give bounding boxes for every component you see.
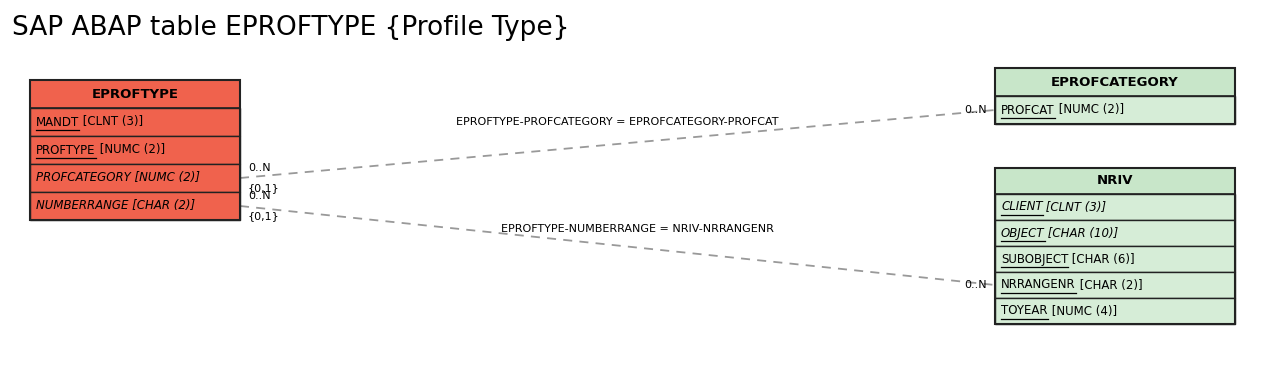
Text: NRIV: NRIV (1097, 174, 1134, 187)
Bar (995, 298, 1235, 324)
Text: [CHAR (10)]: [CHAR (10)] (1044, 227, 1119, 240)
Text: {0,1}: {0,1} (248, 211, 279, 221)
Text: PROFTYPE: PROFTYPE (35, 144, 96, 157)
Bar (30, 192, 240, 220)
Text: NUMBERRANGE [CHAR (2)]: NUMBERRANGE [CHAR (2)] (35, 200, 195, 213)
Text: SUBOBJECT: SUBOBJECT (1001, 253, 1068, 266)
Bar (30, 80, 240, 220)
Text: [NUMC (4)]: [NUMC (4)] (1048, 305, 1116, 318)
Text: 0..N: 0..N (964, 280, 987, 290)
Text: [CHAR (2)]: [CHAR (2)] (1076, 279, 1143, 292)
Text: [NUMC (2)]: [NUMC (2)] (96, 144, 164, 157)
Bar (995, 168, 1235, 194)
Bar (30, 136, 240, 164)
Bar (30, 164, 240, 192)
Text: MANDT: MANDT (35, 115, 80, 128)
Text: PROFCAT: PROFCAT (1001, 104, 1054, 116)
Bar (995, 246, 1235, 272)
Text: 0..N: 0..N (248, 163, 270, 173)
Bar (995, 68, 1235, 124)
Text: EPROFTYPE-NUMBERRANGE = NRIV-NRRANGENR: EPROFTYPE-NUMBERRANGE = NRIV-NRRANGENR (501, 224, 774, 234)
Text: EPROFTYPE-PROFCATEGORY = EPROFCATEGORY-PROFCAT: EPROFTYPE-PROFCATEGORY = EPROFCATEGORY-P… (456, 117, 779, 127)
Text: OBJECT: OBJECT (1001, 227, 1044, 240)
Text: 0..N: 0..N (964, 105, 987, 115)
Bar (995, 68, 1235, 96)
Text: SAP ABAP table EPROFTYPE {Profile Type}: SAP ABAP table EPROFTYPE {Profile Type} (11, 15, 569, 41)
Bar (30, 108, 240, 136)
Text: {0,1}: {0,1} (248, 183, 279, 193)
Bar (995, 194, 1235, 220)
Bar (995, 168, 1235, 324)
Bar (995, 220, 1235, 246)
Text: [CLNT (3)]: [CLNT (3)] (1043, 200, 1106, 213)
Text: [NUMC (2)]: [NUMC (2)] (1054, 104, 1124, 116)
Text: PROFCATEGORY [NUMC (2)]: PROFCATEGORY [NUMC (2)] (35, 171, 200, 184)
Bar (995, 96, 1235, 124)
Text: EPROFCATEGORY: EPROFCATEGORY (1052, 76, 1179, 89)
Text: EPROFTYPE: EPROFTYPE (91, 88, 178, 101)
Text: CLIENT: CLIENT (1001, 200, 1043, 213)
Text: [CHAR (6)]: [CHAR (6)] (1068, 253, 1135, 266)
Text: 0..N: 0..N (248, 191, 270, 201)
Text: [CLNT (3)]: [CLNT (3)] (80, 115, 143, 128)
Text: NRRANGENR: NRRANGENR (1001, 279, 1076, 292)
Bar (30, 80, 240, 108)
Text: TOYEAR: TOYEAR (1001, 305, 1048, 318)
Bar (995, 272, 1235, 298)
